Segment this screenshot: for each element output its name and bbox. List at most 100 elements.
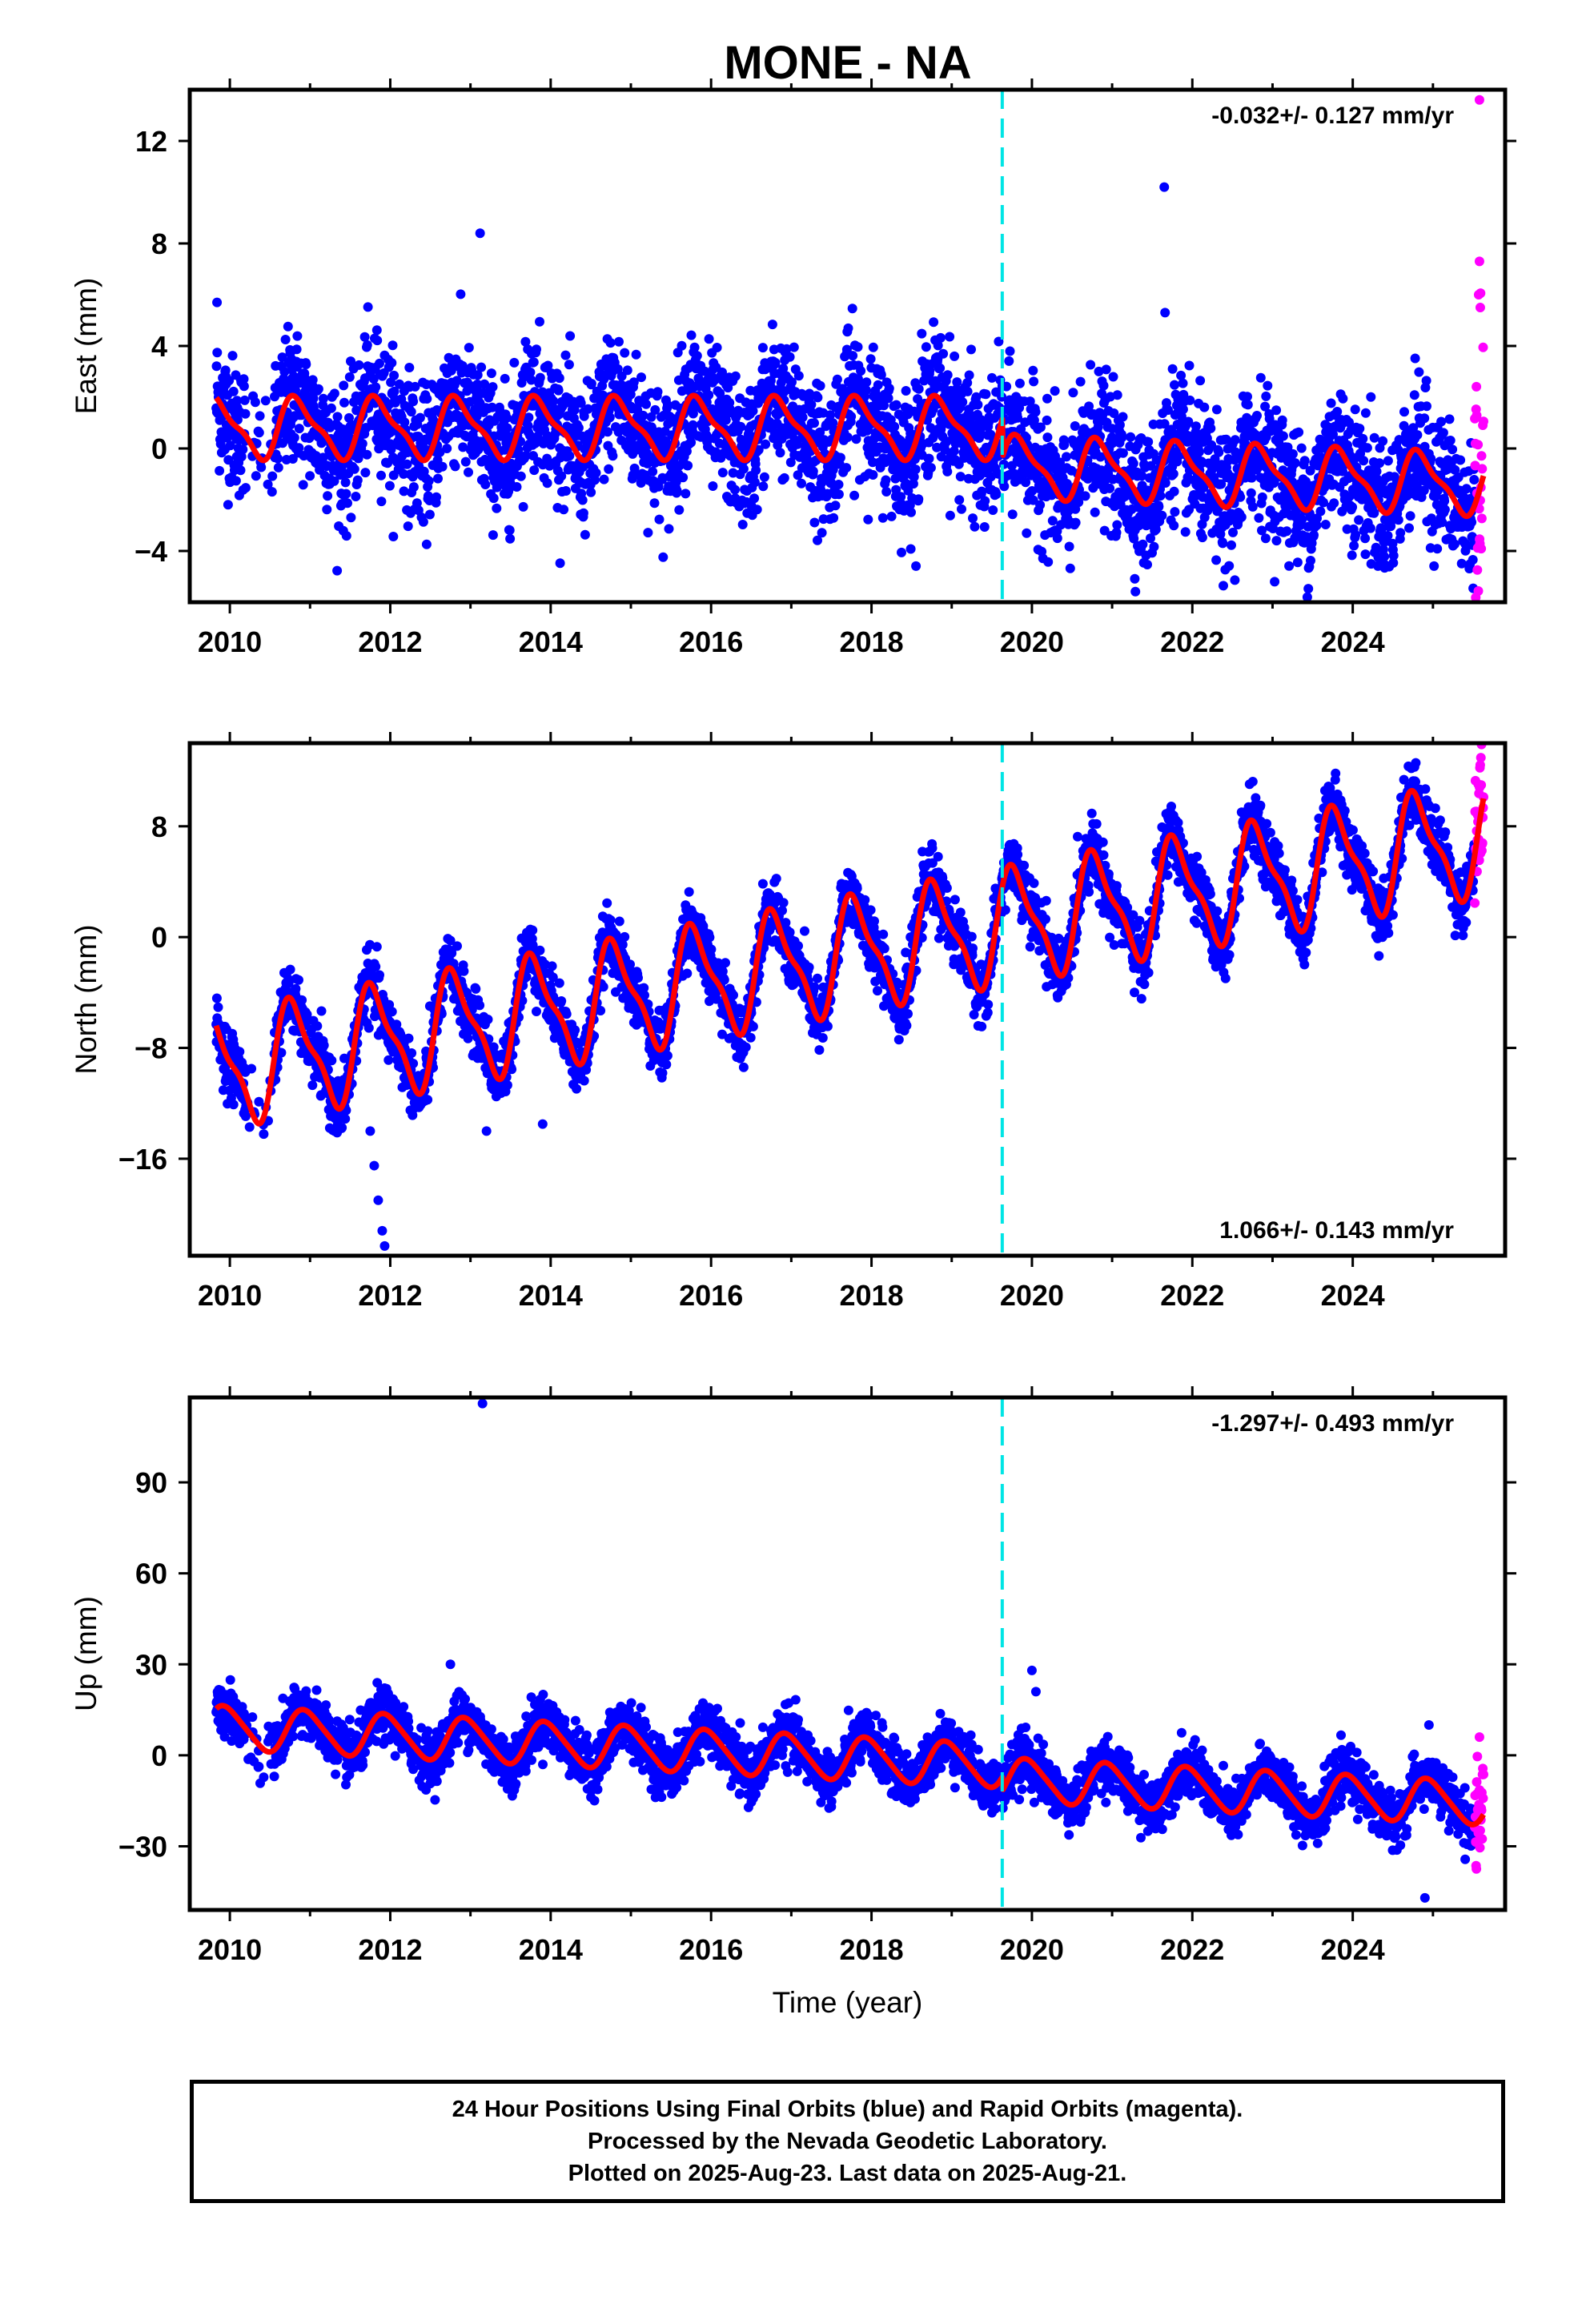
- final-data-point: [399, 486, 409, 497]
- north-plot-area: [211, 743, 1488, 1251]
- final-data-point: [277, 352, 287, 363]
- final-data-point: [529, 465, 540, 476]
- final-data-point: [723, 383, 733, 393]
- final-data-point: [543, 360, 553, 371]
- final-data-point: [343, 498, 352, 509]
- final-data-point: [970, 521, 980, 532]
- final-data-point: [988, 505, 998, 515]
- final-data-point: [256, 462, 267, 472]
- final-data-point: [460, 456, 471, 467]
- final-data-point: [828, 418, 838, 428]
- final-data-point: [520, 336, 531, 347]
- final-data-point: [464, 467, 473, 477]
- final-data-point: [876, 370, 886, 380]
- final-data-point: [1042, 415, 1052, 425]
- final-data-point: [686, 330, 697, 340]
- final-data-point: [346, 356, 355, 367]
- final-data-point: [1405, 511, 1415, 521]
- final-data-point: [1004, 356, 1014, 366]
- final-data-point: [1246, 488, 1256, 498]
- final-data-point: [649, 498, 660, 509]
- final-data-point: [487, 402, 497, 412]
- east-velocity-annotation: -0.032+/- 0.127 mm/yr: [1211, 103, 1454, 129]
- final-data-point: [778, 364, 789, 374]
- final-data-point: [881, 475, 891, 485]
- final-data-point: [586, 379, 596, 388]
- final-data-point: [849, 490, 860, 501]
- final-data-point: [856, 366, 866, 376]
- final-data-point: [463, 1033, 473, 1043]
- final-data-point: [692, 351, 702, 361]
- final-data-point: [554, 978, 564, 988]
- final-data-point: [1247, 501, 1258, 512]
- final-data-point: [628, 377, 639, 388]
- final-data-point: [1224, 561, 1235, 571]
- final-data-point: [1294, 427, 1304, 437]
- final-data-point: [255, 411, 265, 421]
- final-data-point: [415, 412, 425, 423]
- final-data-point: [1320, 520, 1331, 529]
- final-data-point: [1206, 423, 1216, 433]
- final-data-point: [638, 410, 648, 420]
- rapid-data-point: [1479, 416, 1488, 427]
- final-data-point: [553, 385, 564, 396]
- final-data-point: [1257, 492, 1267, 502]
- final-data-point: [371, 382, 381, 392]
- final-data-point: [591, 468, 601, 478]
- final-data-point: [1022, 528, 1032, 538]
- final-data-point: [332, 412, 343, 422]
- final-data-point: [908, 479, 918, 489]
- final-data-point: [889, 421, 900, 432]
- final-data-point: [231, 476, 241, 486]
- final-data-point: [240, 1111, 251, 1121]
- final-data-point: [962, 386, 973, 396]
- final-data-point: [767, 320, 777, 330]
- final-data-point: [886, 511, 897, 521]
- final-data-point: [1360, 549, 1371, 560]
- final-data-point: [423, 1095, 433, 1105]
- final-data-point: [1439, 496, 1450, 506]
- final-data-point: [793, 371, 804, 381]
- final-data-point: [1042, 432, 1053, 443]
- final-data-point: [1292, 557, 1303, 568]
- east-x-tick-label: 2010: [198, 625, 262, 658]
- final-data-point: [406, 407, 416, 417]
- final-data-point: [225, 440, 235, 451]
- final-data-point: [913, 494, 924, 505]
- final-data-point: [1388, 550, 1399, 561]
- final-data-point: [835, 452, 845, 463]
- final-data-point: [475, 228, 485, 239]
- final-data-point: [329, 476, 339, 486]
- final-data-point: [1338, 393, 1348, 404]
- east-x-tick-label: 2012: [358, 625, 422, 658]
- final-data-point: [848, 351, 858, 361]
- final-data-point: [387, 340, 398, 351]
- final-data-point: [897, 547, 906, 557]
- final-data-point: [424, 476, 434, 486]
- final-data-point: [418, 517, 428, 527]
- final-data-point: [903, 485, 913, 496]
- final-data-point: [1255, 372, 1266, 383]
- final-data-point: [476, 362, 487, 372]
- final-data-point: [945, 510, 955, 521]
- final-data-point: [312, 1021, 323, 1031]
- final-data-point: [929, 317, 939, 328]
- final-data-point: [212, 297, 223, 308]
- rapid-data-point: [1475, 303, 1485, 312]
- final-data-point: [830, 501, 841, 511]
- final-data-point: [793, 470, 803, 480]
- final-data-point: [1150, 525, 1161, 535]
- final-data-point: [1393, 515, 1403, 525]
- final-data-point: [326, 403, 336, 413]
- final-data-point: [383, 1055, 394, 1065]
- final-data-point: [285, 964, 295, 975]
- final-data-point: [631, 349, 641, 360]
- final-data-point: [873, 380, 883, 390]
- final-data-point: [906, 507, 916, 517]
- final-data-point: [1005, 346, 1015, 356]
- final-data-point: [1112, 520, 1122, 530]
- final-data-point: [1021, 477, 1031, 488]
- final-data-point: [375, 358, 384, 368]
- final-data-point: [980, 496, 990, 506]
- final-data-point: [1219, 581, 1228, 591]
